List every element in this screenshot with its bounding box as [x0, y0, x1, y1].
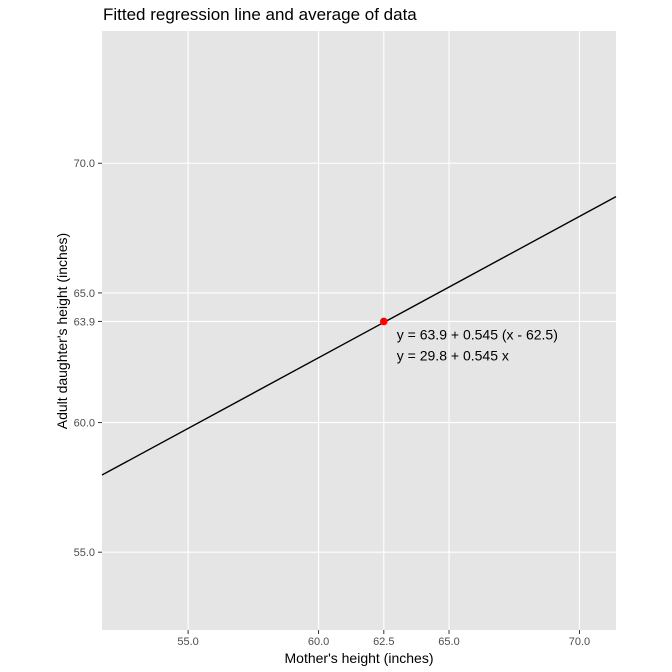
annotation-group: y = 63.9 + 0.545 (x - 62.5) y = 29.8 + 0.… — [397, 326, 558, 363]
x-tick-label: 60.0 — [308, 636, 329, 648]
equation-label: y = 29.8 + 0.545 x — [397, 347, 509, 363]
y-tick-label: 60.0 — [74, 418, 95, 430]
y-axis: 55.0 60.0 63.9 65.0 70.0 — [74, 158, 102, 559]
chart-title: Fitted regression line and average of da… — [103, 5, 417, 24]
x-tick-label: 62.5 — [373, 636, 394, 648]
y-tick-label: 63.9 — [74, 316, 95, 328]
average-point — [379, 317, 388, 326]
regression-line — [101, 196, 617, 476]
y-axis-title: Adult daughter's height (inches) — [54, 233, 70, 429]
x-tick-label: 70.0 — [569, 636, 590, 648]
y-tick-label: 70.0 — [74, 158, 95, 170]
series-layer — [101, 196, 617, 476]
y-tick-label: 55.0 — [74, 547, 95, 559]
y-tick-label: 65.0 — [74, 288, 95, 300]
x-tick-label: 55.0 — [177, 636, 198, 648]
x-axis: 55.0 60.0 62.5 65.0 70.0 — [177, 630, 590, 648]
x-axis-title: Mother's height (inches) — [285, 650, 434, 666]
x-tick-label: 65.0 — [438, 636, 459, 648]
equation-label: y = 63.9 + 0.545 (x - 62.5) — [397, 326, 558, 342]
grid-lines — [102, 31, 616, 630]
